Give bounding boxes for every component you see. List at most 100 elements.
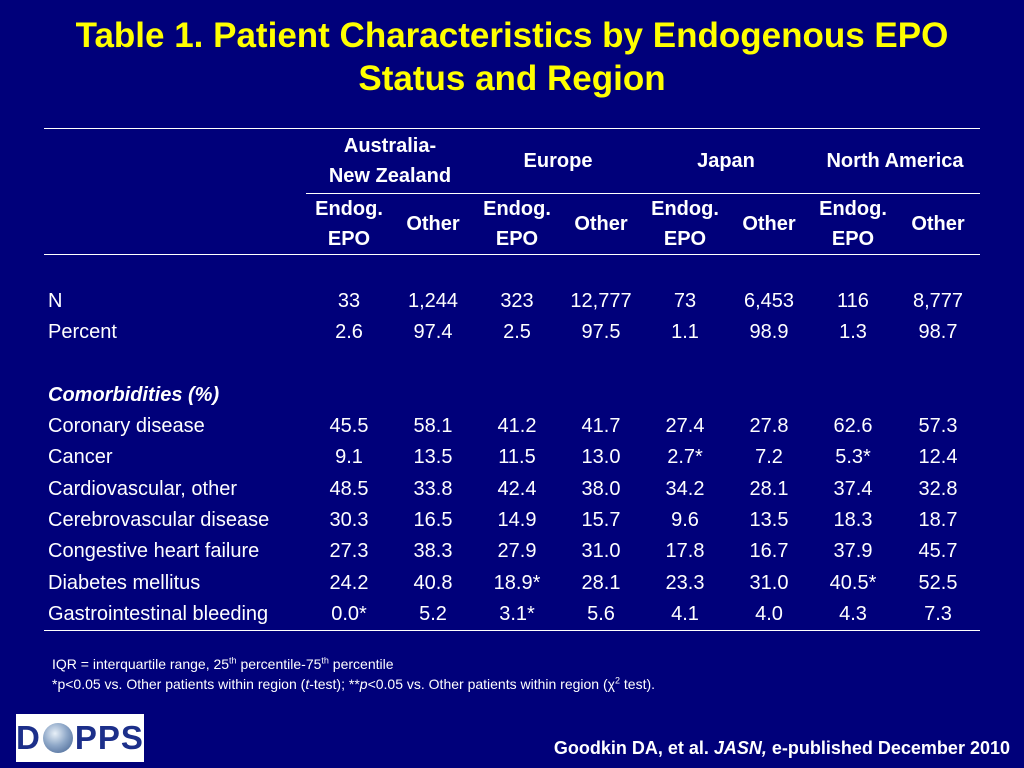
footnote-iqr: IQR = interquartile range, 25th percenti… [52,655,394,672]
table-cell: 8,777 [912,290,964,313]
table-cell: 38.0 [581,477,621,500]
table-cell: 27.3 [329,540,369,563]
table-cell: 41.7 [581,415,621,438]
spacer-row [44,349,980,380]
logo-letter-d: D [16,719,41,756]
table-cell: 52.5 [918,571,958,594]
region-header-row: Australia- New Zealand Europe Japan Nort… [44,128,980,194]
table-cell: 41.2 [497,415,537,438]
table-cell: 13.0 [581,446,621,469]
table-cell: 5.3* [835,446,871,469]
table-cell: 28.1 [749,477,789,500]
region-anz-line2: New Zealand [328,165,452,187]
table-cell: 42.4 [497,477,537,500]
table-cell: 24.2 [329,571,369,594]
table-cell: 14.9 [497,508,537,531]
footnote-significance: *p<0.05 vs. Other patients within region… [52,675,656,692]
table-cell: 37.4 [833,477,873,500]
table-cell: 4.1 [642,598,728,631]
table-row: Cancer 9.1 13.5 11.5 13.0 2.7* 7.2 5.3* 12.4 [44,442,980,473]
table-cell: 3.1* [474,598,560,631]
table-row: Cardiovascular, other 48.5 33.8 42.4 38.0 … [44,473,980,504]
subheader-other: Other [728,193,810,255]
subheader-blank [44,193,306,255]
table-cell: 13.5 [413,446,453,469]
table-cell: 0.0* [306,598,392,631]
row-label: Percent [48,321,117,344]
section-header-row: Comorbidities (%) [44,380,980,411]
row-label: Diabetes mellitus [48,571,201,594]
table-cell: 18.3 [833,508,873,531]
table-cell: 58.1 [413,415,453,438]
table-cell: 98.9 [749,321,789,344]
subheader-endog: Endog. EPO [642,193,728,255]
row-label: Cancer [48,446,113,469]
table-cell: 45.7 [918,540,958,563]
subheader-other: Other [560,193,642,255]
table-cell: 30.3 [329,508,369,531]
table-cell: 40.8 [413,571,453,594]
table-row: Gastrointestinal bleeding 0.0* 5.2 3.1* 5.… [44,598,980,631]
globe-icon [42,723,73,753]
table-cell: 73 [673,290,697,313]
table-cell: 27.8 [749,415,789,438]
table-cell: 33.8 [413,477,453,500]
title-line-2: Status and Region [358,59,666,98]
table-cell: 12.4 [918,446,958,469]
row-label: Gastrointestinal bleeding [44,598,306,631]
table-row: Diabetes mellitus 24.2 40.8 18.9* 28.1 23.… [44,567,980,598]
table-cell: 17.8 [665,540,705,563]
table-cell: 12,777 [570,290,632,313]
region-japan: Japan [642,128,810,194]
table-cell: 33 [337,290,361,313]
table-cell: 37.9 [833,540,873,563]
table-cell: 2.6 [335,321,363,344]
table-cell: 2.7* [667,446,703,469]
table-cell: 31.0 [749,571,789,594]
table-cell: 2.5 [503,321,531,344]
subheader-other: Other [392,193,474,255]
footnotes: IQR = interquartile range, 25th percenti… [52,654,655,694]
table-cell: 34.2 [665,477,705,500]
row-label: Coronary disease [48,415,205,438]
section-label: Comorbidities (%) [48,383,220,406]
table-cell: 98.7 [918,321,958,344]
header-blank [44,128,306,194]
table-cell: 1.1 [671,321,699,344]
table-cell: 23.3 [665,571,705,594]
row-label: Congestive heart failure [48,540,260,563]
region-anz-line1: Australia- [343,135,437,157]
table-cell: 323 [500,290,534,313]
subheader-endog: Endog. EPO [474,193,560,255]
table-row: Percent 2.6 97.4 2.5 97.5 1.1 98.9 1.3 98.7 [44,317,980,348]
table-cell: 18.7 [918,508,958,531]
region-europe: Europe [474,128,642,194]
subheader-endog: Endog. EPO [306,193,392,255]
table-row: Coronary disease 45.5 58.1 41.2 41.7 27.4 2… [44,411,980,442]
dopps-logo: D PPS [16,714,144,762]
table-cell: 5.2 [392,598,474,631]
table-cell: 4.3 [810,598,896,631]
subheader-row: Endog. EPO Other Endog. EPO Other Endog. EP… [44,193,980,255]
subheader-endog: Endog. EPO [810,193,896,255]
table-cell: 62.6 [833,415,873,438]
table-cell: 1.3 [839,321,867,344]
title-line-1: Table 1. Patient Characteristics by Endo… [75,16,949,55]
table-row: Cerebrovascular disease 30.3 16.5 14.9 15.… [44,505,980,536]
table-cell: 18.9* [493,571,541,594]
table-cell: 6,453 [743,290,795,313]
table-cell: 32.8 [918,477,958,500]
table-cell: 1,244 [407,290,459,313]
table-cell: 31.0 [581,540,621,563]
table-cell: 57.3 [918,415,958,438]
table-cell: 9.1 [335,446,363,469]
slide-title: Table 1. Patient Characteristics by Endo… [0,14,1024,100]
table-cell: 4.0 [728,598,810,631]
table-cell: 7.2 [755,446,783,469]
table-cell: 13.5 [749,508,789,531]
table-cell: 116 [837,290,869,313]
table-row: N 33 1,244 323 12,777 73 6,453 116 8,777 [44,286,980,317]
table-cell: 97.4 [413,321,453,344]
table-cell: 48.5 [329,477,369,500]
subheader-other: Other [896,193,980,255]
